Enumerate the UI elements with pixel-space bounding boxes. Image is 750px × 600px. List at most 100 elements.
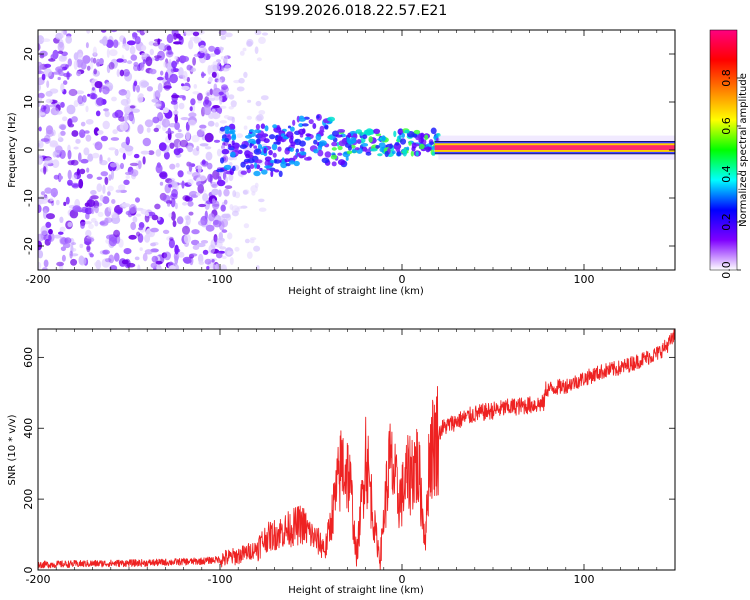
- noise-blob: [209, 174, 213, 184]
- noise-blob: [38, 83, 41, 92]
- noise-blob: [204, 258, 212, 265]
- noise-blob: [197, 165, 202, 173]
- noise-blob: [119, 189, 127, 193]
- noise-blob: [61, 254, 66, 262]
- noise-blob: [113, 39, 119, 48]
- noise-blob: [108, 147, 116, 151]
- noise-blob: [113, 229, 121, 238]
- noise-blob: [186, 64, 192, 71]
- signal-blob: [278, 170, 283, 177]
- signal-blob: [304, 136, 311, 141]
- noise-blob: [171, 211, 176, 221]
- noise-blob: [157, 82, 163, 93]
- signal-blob: [427, 146, 432, 151]
- noise-blob: [67, 169, 72, 180]
- colorbar: 0.0 0.2 0.4 0.6 0.8 Normalized spectral ampl…: [709, 29, 749, 279]
- signal-blob: [272, 124, 278, 129]
- noise-blob: [150, 227, 159, 233]
- noise-blob: [202, 249, 209, 255]
- noise-blob: [46, 80, 50, 88]
- noise-blob: [210, 181, 217, 187]
- noise-blob: [78, 178, 84, 189]
- noise-blob: [65, 35, 72, 44]
- noise-blob: [192, 91, 200, 95]
- noise-blob: [166, 33, 174, 44]
- noise-blob: [129, 45, 136, 55]
- noise-blob: [168, 238, 175, 249]
- signal-blob: [418, 138, 424, 144]
- noise-blob: [131, 108, 141, 113]
- x-tick-label: -100: [208, 273, 233, 286]
- noise-blob: [132, 216, 138, 223]
- noise-blob: [212, 219, 222, 228]
- noise-blob: [224, 32, 233, 38]
- noise-blob: [133, 153, 140, 159]
- noise-blob: [84, 207, 93, 215]
- noise-blob: [53, 174, 60, 180]
- noise-blob: [107, 206, 112, 212]
- noise-blob: [163, 251, 171, 261]
- noise-blob: [228, 173, 234, 182]
- noise-blob: [85, 237, 95, 243]
- noise-blob: [102, 249, 110, 255]
- noise-blob: [44, 63, 52, 68]
- noise-blob: [86, 173, 93, 179]
- signal-blob: [289, 147, 295, 152]
- noise-blob: [124, 113, 128, 123]
- noise-blob: [58, 175, 64, 180]
- noise-blob: [188, 39, 194, 50]
- noise-blob: [214, 263, 219, 270]
- noise-blob: [85, 105, 89, 113]
- noise-blob: [110, 137, 120, 141]
- signal-blob: [301, 123, 309, 127]
- spectrogram-image: [38, 30, 675, 270]
- noise-blob: [236, 86, 245, 92]
- signal-blob: [331, 147, 337, 151]
- noise-blob: [53, 234, 62, 239]
- noise-blob: [86, 30, 91, 34]
- noise-blob: [109, 265, 118, 270]
- signal-blob: [369, 148, 378, 152]
- noise-blob: [238, 77, 245, 84]
- signal-blob: [221, 148, 230, 155]
- noise-blob: [38, 110, 41, 119]
- signal-blob: [271, 143, 278, 151]
- noise-blob: [192, 31, 200, 37]
- noise-blob: [111, 96, 117, 102]
- noise-blob: [142, 156, 146, 165]
- signal-blob: [245, 164, 251, 170]
- noise-blob: [60, 101, 65, 108]
- noise-blob: [258, 198, 265, 203]
- noise-blob: [196, 242, 206, 248]
- signal-blob: [321, 157, 330, 164]
- noise-blob: [177, 170, 184, 178]
- noise-blob: [211, 188, 220, 196]
- noise-blob: [80, 121, 86, 127]
- signal-blob: [308, 119, 314, 125]
- noise-blob: [107, 157, 111, 162]
- noise-blob: [125, 136, 130, 146]
- signal-blob: [327, 135, 333, 140]
- noise-blob: [153, 127, 159, 133]
- noise-blob: [114, 149, 118, 156]
- noise-blob: [224, 185, 233, 190]
- noise-blob: [45, 129, 54, 137]
- noise-blob: [111, 216, 121, 224]
- noise-blob: [70, 159, 79, 166]
- noise-blob: [157, 112, 164, 122]
- noise-blob: [246, 115, 252, 120]
- noise-blob: [182, 70, 188, 81]
- noise-blob: [75, 90, 85, 95]
- noise-blob: [216, 148, 222, 157]
- signal-blob: [406, 146, 410, 151]
- spectrogram-xlabel: Height of straight line (km): [288, 286, 424, 297]
- noise-blob: [41, 73, 46, 81]
- signal-blob: [263, 138, 270, 144]
- signal-blob: [224, 126, 231, 131]
- noise-blob: [202, 99, 212, 108]
- noise-blob: [85, 134, 92, 142]
- noise-blob: [137, 93, 144, 104]
- noise-blob: [94, 141, 103, 151]
- noise-blob: [220, 105, 227, 109]
- noise-blob: [111, 199, 116, 204]
